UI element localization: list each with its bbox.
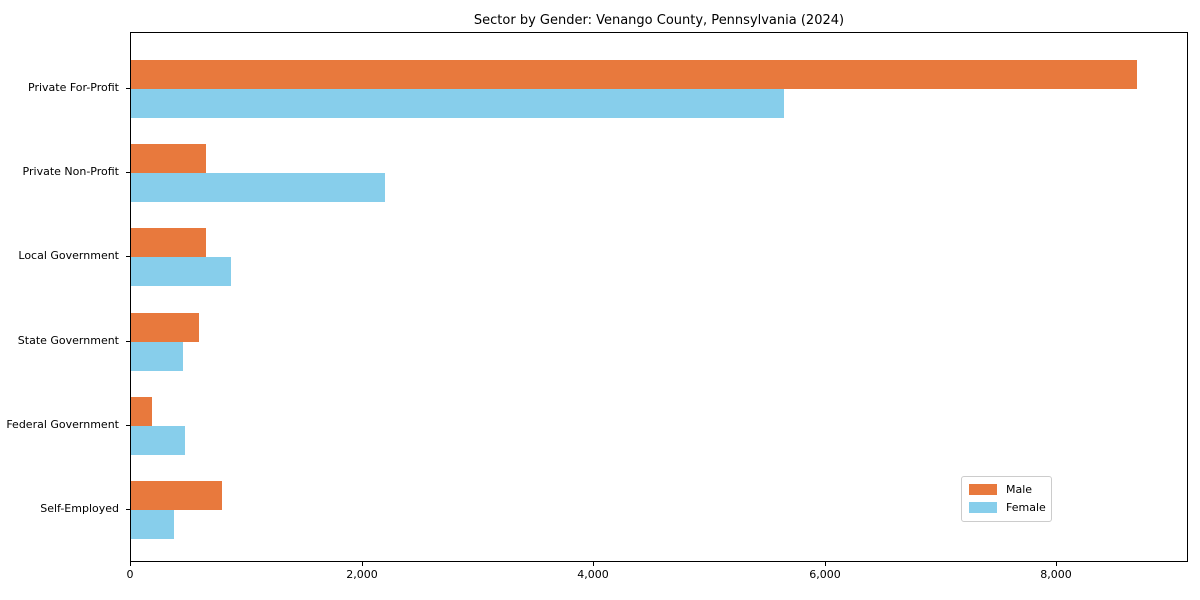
legend: Male Female <box>961 476 1052 522</box>
bar-female-private-for-profit <box>131 89 784 118</box>
y-tick-label: Self-Employed <box>40 502 119 515</box>
x-tick-mark <box>1056 562 1057 566</box>
legend-swatch-male <box>969 484 997 495</box>
bar-male-local-government <box>131 228 206 257</box>
y-tick-label: Local Government <box>18 249 119 263</box>
bar-male-federal-government <box>131 397 152 426</box>
y-tick-label: State Government <box>17 333 119 347</box>
y-tick-label: Federal Government <box>6 417 119 431</box>
bar-female-self-employed <box>131 510 174 539</box>
y-tick-mark <box>126 172 130 174</box>
bar-male-private-non-profit <box>131 144 206 173</box>
legend-item-female: Female <box>962 500 1051 514</box>
x-tick-label: 8,000 <box>1040 568 1072 581</box>
legend-label: Male <box>1006 483 1033 496</box>
x-tick-label: 2,000 <box>346 568 378 581</box>
y-tick-mark <box>126 340 130 342</box>
x-tick-mark <box>130 562 131 566</box>
y-tick-mark <box>126 256 130 258</box>
y-tick-label: Private Non-Profit <box>22 165 119 179</box>
bar-male-self-employed <box>131 481 222 510</box>
x-tick-mark <box>593 562 594 566</box>
bar-female-federal-government <box>131 426 185 455</box>
legend-swatch-female <box>969 502 997 513</box>
y-tick-mark <box>126 509 130 510</box>
legend-label: Female <box>1006 501 1046 514</box>
x-tick-mark <box>362 562 363 566</box>
x-tick-mark <box>825 562 826 566</box>
y-tick-mark <box>126 424 130 426</box>
bar-male-private-for-profit <box>131 60 1137 89</box>
chart-title: Sector by Gender: Venango County, Pennsy… <box>473 13 845 28</box>
plot-area <box>130 32 1188 562</box>
x-tick-label: 6,000 <box>809 568 841 581</box>
bar-male-state-government <box>131 313 199 342</box>
bar-female-local-government <box>131 257 231 286</box>
y-tick-label: Private For-Profit <box>28 81 119 94</box>
bar-female-state-government <box>131 342 183 371</box>
x-tick-label: 4,000 <box>577 568 609 581</box>
x-tick-label: 0 <box>126 568 134 581</box>
legend-item-male: Male <box>962 482 1051 496</box>
y-tick-mark <box>126 88 130 89</box>
bar-female-private-non-profit <box>131 173 385 202</box>
